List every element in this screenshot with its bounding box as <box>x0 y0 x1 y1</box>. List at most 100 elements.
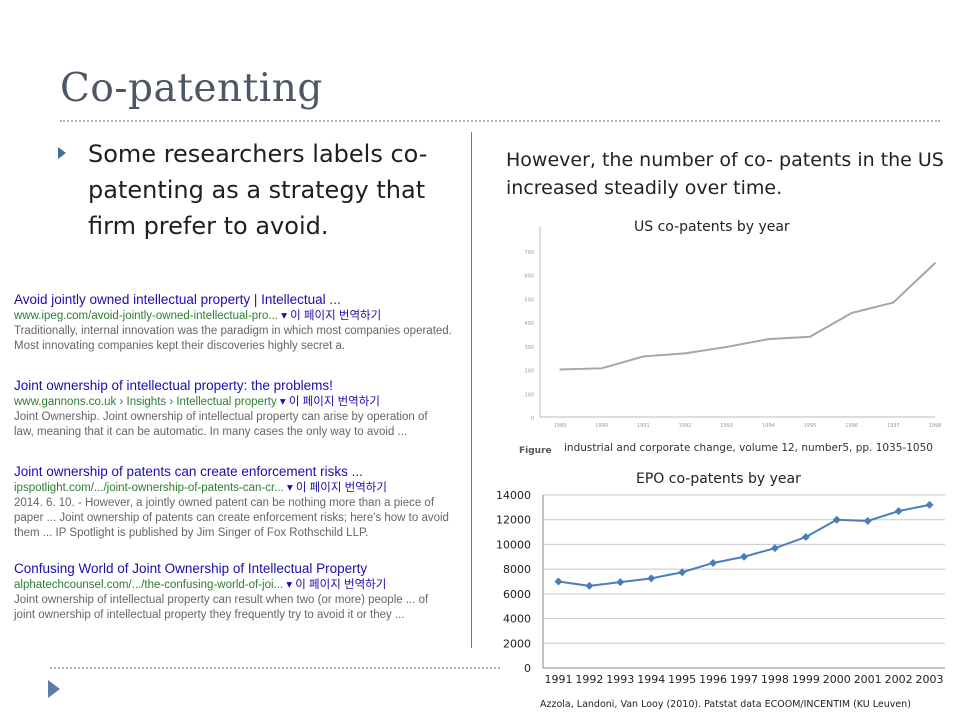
y-tick-label: 700 <box>524 250 534 256</box>
us-data-point <box>642 355 645 358</box>
us-chart-title: US co-patents by year <box>634 219 790 235</box>
result-url: www.gannons.co.uk › Insights › Intellect… <box>14 395 428 410</box>
search-result: Confusing World of Joint Ownership of In… <box>14 560 428 623</box>
us-data-point <box>559 368 561 371</box>
us-chart: 0 100 200 300 400 500 600 700 1989 1990 1991 1992 19… <box>524 227 942 429</box>
x-tick-label: 1989 <box>554 423 567 429</box>
result-desc-line: Joint ownership of intellectual property… <box>14 594 429 606</box>
us-data-point <box>767 338 770 340</box>
x-tick-label: 1996 <box>699 673 727 686</box>
y-tick-label: 14000 <box>496 489 531 502</box>
footer-divider <box>50 667 500 669</box>
x-tick-label: 1998 <box>929 423 942 429</box>
translate-link[interactable]: ▾ 이 페이지 번역하기 <box>286 482 387 494</box>
x-tick-label: 1996 <box>845 423 858 429</box>
result-desc-line: joint ownership of intellectual property… <box>14 609 405 621</box>
result-url: www.ipeg.com/avoid-jointly-owned-intelle… <box>14 309 452 324</box>
y-tick-label: 8000 <box>503 563 531 576</box>
epo-series-line <box>558 503 930 587</box>
x-tick-label: 1999 <box>792 673 820 686</box>
result-desc-line: law, meaning that it can be automatic. I… <box>14 426 408 438</box>
result-desc-line: 2014. 6. 10. - However, a jointly owned … <box>14 497 435 509</box>
x-tick-label: 2001 <box>854 673 882 686</box>
us-chart-caption: industrial and corporate change, volume … <box>564 442 933 454</box>
translate-link[interactable]: ▾ 이 페이지 번역하기 <box>279 396 380 408</box>
us-data-point <box>684 352 686 355</box>
epo-data-point <box>616 578 625 587</box>
nav-arrow-icon <box>48 680 60 698</box>
x-tick-label: 1992 <box>575 673 603 686</box>
result-title-link[interactable]: Joint ownership of patents can create en… <box>14 464 363 479</box>
result-url: ipspotlight.com/.../joint-ownership-of-p… <box>14 481 449 496</box>
y-tick-label: 100 <box>524 392 534 398</box>
y-tick-label: 500 <box>524 297 534 303</box>
y-tick-label: 0 <box>531 416 534 422</box>
slide-title: Co-patenting <box>60 66 323 111</box>
search-result: Joint ownership of patents can create en… <box>14 463 449 541</box>
result-desc-line: Most innovating companies kept their dis… <box>14 340 346 352</box>
epo-data-point <box>740 552 748 561</box>
us-series-line <box>559 262 936 371</box>
right-text: However, the number of co- patents in th… <box>506 149 944 199</box>
result-title-link[interactable]: Confusing World of Joint Ownership of In… <box>14 561 368 576</box>
title-divider <box>60 120 940 122</box>
column-divider <box>471 132 472 648</box>
result-url: alphatechcounsel.com/.../the-confusing-w… <box>14 578 428 593</box>
x-tick-label: 2003 <box>916 673 944 686</box>
epo-data-point <box>925 500 934 509</box>
translate-link[interactable]: ▾ 이 페이지 번역하기 <box>281 310 382 322</box>
epo-data-point <box>585 581 594 590</box>
y-tick-label: 4000 <box>503 613 531 626</box>
y-tick-label: 0 <box>524 662 531 675</box>
result-url-text: ipspotlight.com/.../joint-ownership-of-p… <box>14 482 284 494</box>
x-tick-label: 1991 <box>637 423 650 429</box>
x-tick-label: 1993 <box>720 423 733 429</box>
us-data-point <box>600 367 603 370</box>
result-url-text: www.ipeg.com/avoid-jointly-owned-intelle… <box>14 310 278 322</box>
y-tick-label: 10000 <box>496 538 531 551</box>
x-tick-label: 2002 <box>885 673 913 686</box>
us-data-point <box>850 312 853 314</box>
result-desc-line: Traditionally, internal innovation was t… <box>14 325 452 337</box>
y-tick-label: 12000 <box>496 514 531 527</box>
x-tick-label: 1998 <box>761 673 789 686</box>
epo-data-point <box>801 533 810 542</box>
bullet-arrow-icon <box>58 147 66 159</box>
epo-data-point <box>863 516 872 525</box>
epo-data-point <box>894 507 903 516</box>
result-desc-line: paper ... Joint ownership of patents can… <box>14 512 449 524</box>
epo-data-point <box>709 558 718 567</box>
us-data-point <box>725 346 728 348</box>
epo-data-point <box>647 574 656 583</box>
bullet-text: Some researchers labels co-patenting as … <box>88 140 428 240</box>
us-data-point <box>809 335 811 338</box>
y-tick-label: 300 <box>524 345 534 351</box>
y-tick-label: 600 <box>524 274 534 280</box>
source-citation: Azzola, Landoni, Van Looy (2010). Patsta… <box>540 699 911 710</box>
result-url-text: alphatechcounsel.com/.../the-confusing-w… <box>14 579 284 591</box>
x-tick-label: 1994 <box>762 423 775 429</box>
x-tick-label: 1995 <box>804 423 817 429</box>
translate-link[interactable]: ▾ 이 페이지 번역하기 <box>286 579 387 591</box>
us-data-point <box>934 262 936 264</box>
result-title-link[interactable]: Joint ownership of intellectual property… <box>14 378 333 393</box>
result-url-text: www.gannons.co.uk › Insights › Intellect… <box>14 396 277 408</box>
x-tick-label: 1995 <box>668 673 696 686</box>
result-desc-line: Joint Ownership. Joint ownership of inte… <box>14 411 428 423</box>
epo-chart-title: EPO co-patents by year <box>636 471 801 487</box>
x-tick-label: 1997 <box>730 673 758 686</box>
x-tick-label: 1990 <box>595 423 608 429</box>
x-tick-label: 2000 <box>823 673 851 686</box>
x-tick-label: 1997 <box>887 423 900 429</box>
x-tick-label: 1991 <box>544 673 572 686</box>
y-tick-label: 200 <box>524 369 534 375</box>
search-result: Joint ownership of intellectual property… <box>14 377 428 440</box>
us-figure-label: Figure <box>519 446 552 456</box>
epo-chart: 0 2000 4000 6000 8000 10000 12000 14000 1991 1992… <box>496 489 945 686</box>
result-title-link[interactable]: Avoid jointly owned intellectual propert… <box>14 292 341 307</box>
epo-data-point <box>770 544 779 553</box>
result-desc-line: them ... IP Spotlight is published by Ji… <box>14 527 369 539</box>
y-tick-label: 2000 <box>503 637 531 650</box>
x-tick-label: 1994 <box>637 673 665 686</box>
epo-data-point <box>678 568 687 577</box>
